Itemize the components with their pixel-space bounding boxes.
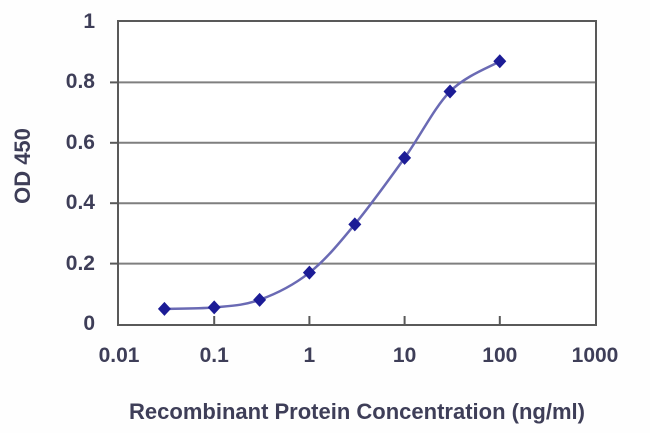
data-point-marker bbox=[398, 150, 412, 165]
y-tick-label: 0.8 bbox=[65, 70, 95, 94]
plot-svg bbox=[110, 54, 595, 324]
y-tick-label: 0.2 bbox=[65, 251, 95, 275]
x-tick-label: 100 bbox=[482, 344, 518, 367]
x-tick-label: 1 bbox=[303, 344, 316, 367]
data-point-marker bbox=[207, 300, 221, 315]
y-tick-label: 0.6 bbox=[65, 130, 95, 154]
y-tick-label: 0.4 bbox=[65, 191, 95, 215]
y-tick-label: 1 bbox=[83, 10, 95, 33]
y-axis-title: OD 450 bbox=[10, 128, 35, 204]
x-tick-label: 0.1 bbox=[199, 344, 229, 367]
x-tick-label: 10 bbox=[392, 344, 417, 367]
x-tick-label: 0.01 bbox=[98, 344, 140, 367]
data-series-line bbox=[164, 60, 501, 311]
data-point-marker bbox=[253, 292, 267, 307]
x-tick-label: 1000 bbox=[571, 344, 619, 367]
data-point-marker bbox=[348, 217, 362, 232]
plot-area bbox=[110, 20, 597, 326]
y-tick-label: 0 bbox=[83, 312, 95, 335]
data-point-marker bbox=[157, 301, 171, 316]
data-point-marker bbox=[493, 54, 507, 69]
x-axis-title: Recombinant Protein Concentration (ng/ml… bbox=[129, 399, 585, 424]
data-point-marker bbox=[302, 265, 316, 280]
data-point-marker bbox=[443, 84, 457, 99]
